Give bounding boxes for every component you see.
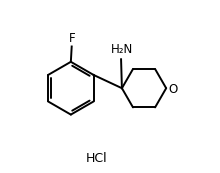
Text: H₂N: H₂N bbox=[111, 43, 133, 56]
Text: O: O bbox=[168, 83, 178, 95]
Text: F: F bbox=[68, 32, 75, 45]
Text: HCl: HCl bbox=[86, 152, 107, 165]
